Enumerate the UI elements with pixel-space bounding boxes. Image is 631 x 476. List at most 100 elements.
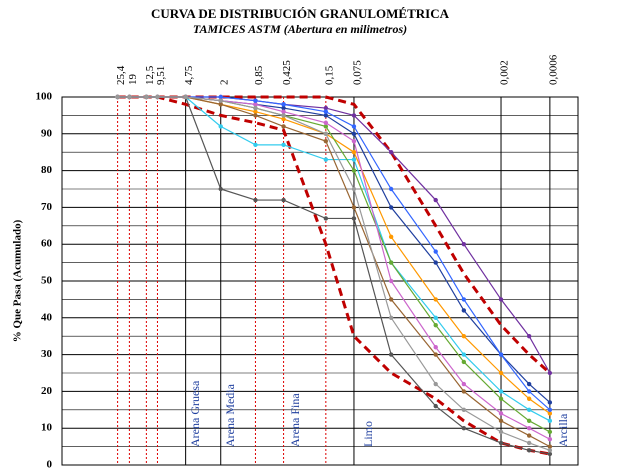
x-tick-label: 0,425 [281, 60, 293, 85]
zone-label: Arena Media [223, 383, 237, 447]
data-point [498, 389, 504, 394]
data-point [323, 216, 329, 221]
data-point [547, 437, 553, 442]
data-point [526, 448, 532, 453]
data-point [351, 113, 357, 118]
chart-title: CURVA DE DISTRIBUCIÓN GRANULOMÉTRICA [151, 6, 450, 21]
data-point [433, 197, 438, 203]
data-point [218, 102, 223, 107]
y-tick-label: 100 [36, 91, 53, 103]
data-point [388, 150, 394, 155]
data-point [461, 389, 467, 394]
data-point [526, 433, 532, 438]
x-tick-label: 0,075 [351, 60, 363, 85]
y-tick-label: 0 [47, 459, 53, 471]
data-point [127, 94, 132, 100]
data-point [461, 308, 467, 313]
data-point [351, 131, 357, 136]
data-point [388, 260, 394, 265]
data-point [526, 334, 532, 339]
y-tick-label: 30 [41, 348, 53, 360]
data-point [253, 102, 258, 107]
data-point [388, 297, 394, 302]
y-axis-label: % Que Pasa (Acumulado) [12, 219, 24, 342]
data-point [351, 124, 357, 129]
y-tick-label: 50 [41, 275, 53, 287]
data-point [323, 138, 329, 144]
series-line [117, 96, 551, 422]
data-point [547, 400, 553, 405]
data-point [461, 426, 467, 431]
x-tick-label: 2 [218, 80, 230, 86]
data-point [218, 94, 223, 100]
data-point [461, 352, 467, 357]
data-point [547, 418, 553, 424]
data-point [547, 411, 553, 416]
data-point [433, 403, 438, 409]
x-tick-label: 0,002 [499, 60, 511, 85]
series-line [117, 96, 551, 414]
x-tick-label: 0,15 [323, 65, 335, 85]
data-point [388, 205, 394, 210]
data-point [547, 407, 553, 412]
data-point [351, 138, 357, 144]
zone-label: Arena Gruesa [188, 380, 202, 447]
data-point [547, 370, 553, 376]
data-point [155, 94, 160, 100]
y-tick-label: 90 [41, 127, 53, 139]
data-point [498, 370, 504, 376]
series-line [117, 96, 551, 433]
data-point [388, 278, 394, 284]
data-point [218, 124, 223, 129]
data-point [498, 440, 504, 446]
data-point [183, 94, 188, 100]
data-point [323, 124, 329, 129]
data-point [461, 334, 467, 339]
data-point [115, 94, 120, 100]
zone-label: Limo [361, 421, 375, 447]
data-point [351, 150, 357, 155]
data-point [526, 418, 532, 424]
data-point [526, 396, 532, 401]
data-point [253, 142, 258, 148]
data-point [253, 98, 258, 103]
data-point [433, 260, 438, 265]
data-point [351, 168, 357, 173]
series-line [117, 95, 551, 375]
data-point [281, 105, 286, 111]
data-point [433, 315, 438, 320]
y-tick-label: 80 [41, 164, 53, 176]
data-point [547, 451, 553, 457]
data-point [498, 418, 504, 424]
data-point [388, 186, 394, 192]
x-tick-label: 25,4 [115, 65, 127, 85]
data-point [253, 197, 258, 203]
data-point [526, 389, 532, 394]
data-point [388, 315, 394, 320]
data-point [351, 216, 357, 221]
y-tick-label: 20 [41, 385, 53, 397]
data-point [281, 197, 286, 203]
data-point [498, 297, 504, 302]
data-point [281, 116, 286, 122]
data-point [323, 105, 329, 111]
y-tick-label: 40 [41, 311, 53, 323]
data-point [433, 297, 438, 302]
data-point [281, 102, 286, 107]
data-point [433, 352, 438, 357]
data-point [547, 429, 553, 435]
data-point [526, 440, 532, 446]
data-point [547, 444, 553, 449]
x-tick-label: 19 [127, 74, 139, 86]
chart-subtitle: TAMICES ASTM (Abertura en milimetros) [193, 22, 407, 36]
data-point [323, 131, 329, 136]
data-point [388, 234, 394, 240]
data-point [498, 352, 504, 357]
data-point [351, 205, 357, 210]
data-point [281, 113, 286, 118]
data-point [433, 249, 438, 254]
data-point [144, 94, 149, 100]
data-point [433, 322, 438, 328]
data-point [281, 109, 286, 114]
